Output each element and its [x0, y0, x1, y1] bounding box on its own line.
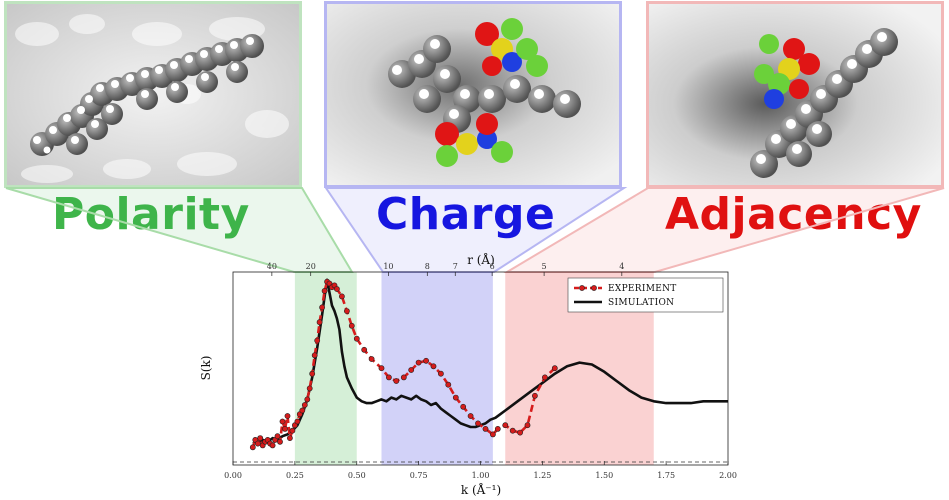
highlight-regions [294, 272, 654, 465]
legend-experiment-marker [591, 285, 597, 291]
experiment-point [321, 288, 328, 294]
experiment-point [489, 431, 496, 438]
experiment-point [314, 337, 321, 344]
y-axis-label: S(k) [199, 356, 213, 381]
experiment-point [452, 394, 459, 401]
experiment-point [551, 365, 558, 372]
top-tick-label: 10 [383, 262, 393, 271]
data-series [249, 278, 728, 451]
experiment-point [299, 407, 306, 414]
top-tick-label: 40 [267, 262, 277, 271]
charge-label: Charge [376, 189, 556, 240]
adjacency-snapshot-image [646, 1, 944, 188]
x-tick-label: 2.00 [719, 471, 737, 480]
x-tick-label: 0.25 [286, 471, 304, 480]
charge-snapshot-image [324, 1, 622, 188]
legend-experiment-label: EXPERIMENT [608, 284, 677, 294]
region-charge [381, 272, 493, 465]
x-tick-label: 0.75 [410, 471, 428, 480]
experiment-point [437, 370, 444, 377]
experiment-point [531, 392, 538, 399]
experiment-point [378, 365, 385, 372]
adjacency-label: Adjacency [665, 189, 922, 240]
experiment-point [467, 413, 474, 419]
experiment-point [333, 286, 340, 292]
experiment-point [368, 356, 375, 362]
experiment-point [254, 440, 261, 447]
experiment-point [301, 402, 308, 408]
legend-box [567, 277, 724, 313]
top-tick-label: 4 [619, 262, 624, 271]
top-axis-label: r (Å) [467, 252, 495, 267]
top-tick-label: 5 [542, 262, 547, 271]
structure-factor-chart: 0.00 0.25 0.50 0.75 1.00 1.25 1.50 1.75 2.00 40 20… [199, 252, 737, 497]
experiment-point [316, 319, 323, 326]
experiment-point [338, 293, 345, 300]
legend-experiment-marker [579, 285, 585, 291]
experiment-point [475, 420, 481, 427]
experiment-point [319, 304, 325, 311]
experiment-point [279, 418, 286, 425]
polarity-snapshot-image [4, 1, 302, 188]
top-tick-label: 7 [453, 262, 458, 271]
experiment-point [257, 435, 264, 441]
top-tick-label: 6 [490, 262, 495, 271]
experiment-point [274, 433, 281, 440]
experiment-point [524, 422, 531, 429]
experiment-point [415, 359, 422, 366]
experiment-point [460, 403, 467, 410]
experiment-point [353, 335, 360, 342]
experiment-point [502, 422, 509, 429]
experiment-point [482, 425, 489, 432]
experiment-point [430, 363, 437, 370]
series-line-simulation [252, 278, 728, 445]
experiment-point [408, 367, 415, 373]
x-tick-label: 1.75 [657, 471, 675, 480]
top-tick-label: 20 [306, 262, 316, 271]
experiment-point [517, 429, 523, 436]
experiment-point [423, 357, 429, 364]
experiment-point [304, 396, 311, 403]
experiment-point [287, 435, 293, 441]
experiment-point [509, 427, 516, 434]
experiment-point [249, 444, 256, 451]
top-tick-label: 8 [425, 262, 430, 271]
x-tick-label: 0.00 [224, 471, 242, 480]
experiment-point [289, 427, 296, 434]
x-axis-label: k (Å⁻¹) [461, 482, 501, 497]
experiment-point [309, 370, 316, 377]
experiment-point [282, 425, 288, 432]
experiment-point [541, 374, 548, 381]
x-tick-label: 1.25 [533, 471, 551, 480]
x-tick-label: 0.50 [348, 471, 366, 480]
experiment-point [294, 418, 301, 425]
experiment-point [445, 381, 452, 388]
experiment-point [494, 425, 501, 432]
experiment-point [393, 378, 400, 384]
experiment-point [311, 352, 318, 359]
x-tick-label: 1.50 [595, 471, 613, 480]
experiment-point [361, 346, 368, 353]
axis-ticks: 0.00 0.25 0.50 0.75 1.00 1.25 1.50 1.75 2.00 40 20… [224, 262, 737, 480]
experiment-point [400, 374, 407, 381]
polarity-label: Polarity [52, 189, 250, 240]
experiment-point [269, 442, 276, 449]
legend: EXPERIMENT SIMULATION [567, 277, 724, 313]
legend-simulation-label: SIMULATION [608, 298, 674, 308]
experiment-point [277, 438, 283, 445]
experiment-point [284, 413, 291, 419]
x-tick-label: 1.00 [472, 471, 490, 480]
experiment-point [385, 374, 392, 381]
experiment-point [306, 385, 313, 392]
experiment-point [343, 308, 350, 314]
experiment-point [348, 322, 355, 329]
region-polarity [294, 272, 357, 465]
